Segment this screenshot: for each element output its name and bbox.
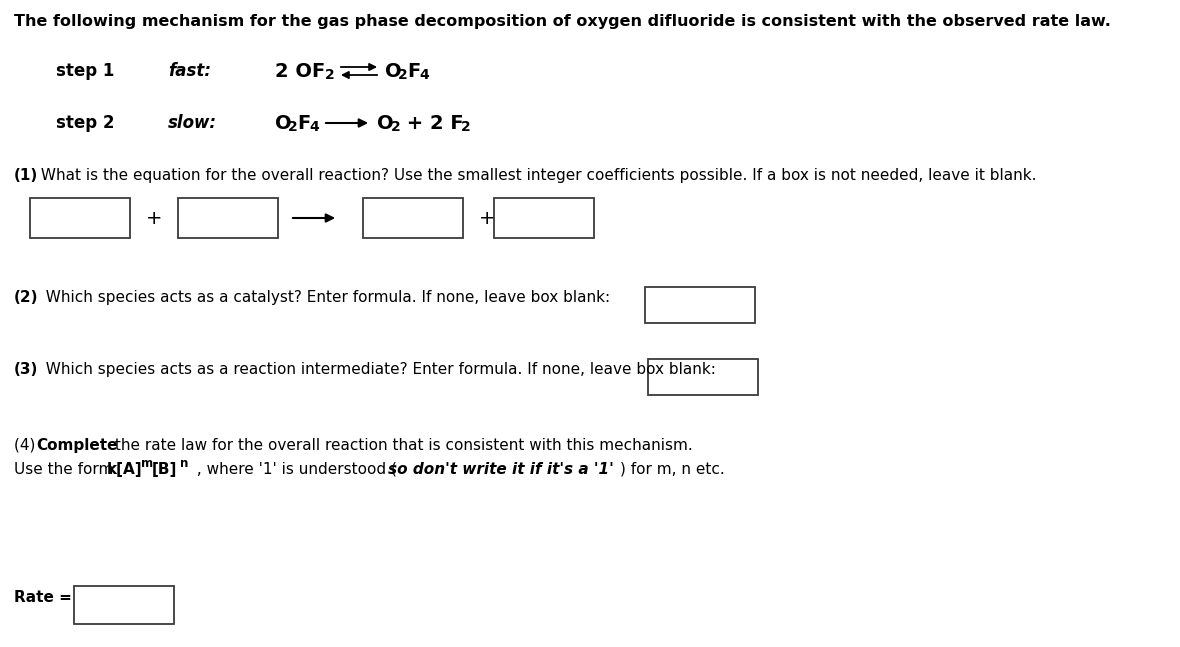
Text: m: m xyxy=(140,457,153,470)
Text: Rate =: Rate = xyxy=(14,590,72,605)
Text: slow:: slow: xyxy=(168,114,217,132)
Text: O: O xyxy=(385,62,401,81)
Text: (4): (4) xyxy=(14,438,40,453)
Bar xyxy=(74,586,173,624)
Text: step 2: step 2 xyxy=(55,114,114,132)
Text: (3): (3) xyxy=(14,362,39,377)
Text: O: O xyxy=(275,114,291,133)
Text: + 2 F: + 2 F xyxy=(400,114,464,133)
Text: 4: 4 xyxy=(309,120,319,134)
Text: +: + xyxy=(146,208,163,228)
Text: the rate law for the overall reaction that is consistent with this mechanism.: the rate law for the overall reaction th… xyxy=(110,438,693,453)
Text: F: F xyxy=(297,114,310,133)
Bar xyxy=(30,198,130,238)
Bar xyxy=(645,287,755,323)
Text: 4: 4 xyxy=(419,68,428,82)
Text: 2: 2 xyxy=(324,68,335,82)
Text: step 1: step 1 xyxy=(55,62,114,80)
Bar xyxy=(178,198,278,238)
Text: 2: 2 xyxy=(288,120,297,134)
Text: 2: 2 xyxy=(398,68,408,82)
Text: fast:: fast: xyxy=(168,62,211,80)
Text: (1): (1) xyxy=(14,168,38,183)
Text: Complete: Complete xyxy=(37,438,118,453)
Text: 2: 2 xyxy=(391,120,401,134)
Text: Which species acts as a reaction intermediate? Enter formula. If none, leave box: Which species acts as a reaction interme… xyxy=(37,362,716,377)
Text: F: F xyxy=(407,62,420,81)
Bar xyxy=(494,198,594,238)
Text: The following mechanism for the gas phase decomposition of oxygen difluoride is : The following mechanism for the gas phas… xyxy=(14,14,1110,29)
Text: What is the equation for the overall reaction? Use the smallest integer coeffici: What is the equation for the overall rea… xyxy=(37,168,1036,183)
Text: 2: 2 xyxy=(461,120,471,134)
Text: (2): (2) xyxy=(14,290,39,305)
Text: O: O xyxy=(376,114,394,133)
Bar xyxy=(363,198,463,238)
Text: Which species acts as a catalyst? Enter formula. If none, leave box blank:: Which species acts as a catalyst? Enter … xyxy=(37,290,610,305)
Text: +: + xyxy=(479,208,496,228)
Text: [B]: [B] xyxy=(152,462,177,477)
Text: , where '1' is understood (: , where '1' is understood ( xyxy=(192,462,396,477)
Text: n: n xyxy=(181,457,189,470)
Text: 2 OF: 2 OF xyxy=(275,62,326,81)
Bar xyxy=(648,359,758,395)
Text: so don't write it if it's a '1': so don't write it if it's a '1' xyxy=(388,462,614,477)
Text: Use the form: Use the form xyxy=(14,462,118,477)
Text: k[A]: k[A] xyxy=(107,462,143,477)
Text: ) for m, n etc.: ) for m, n etc. xyxy=(620,462,725,477)
